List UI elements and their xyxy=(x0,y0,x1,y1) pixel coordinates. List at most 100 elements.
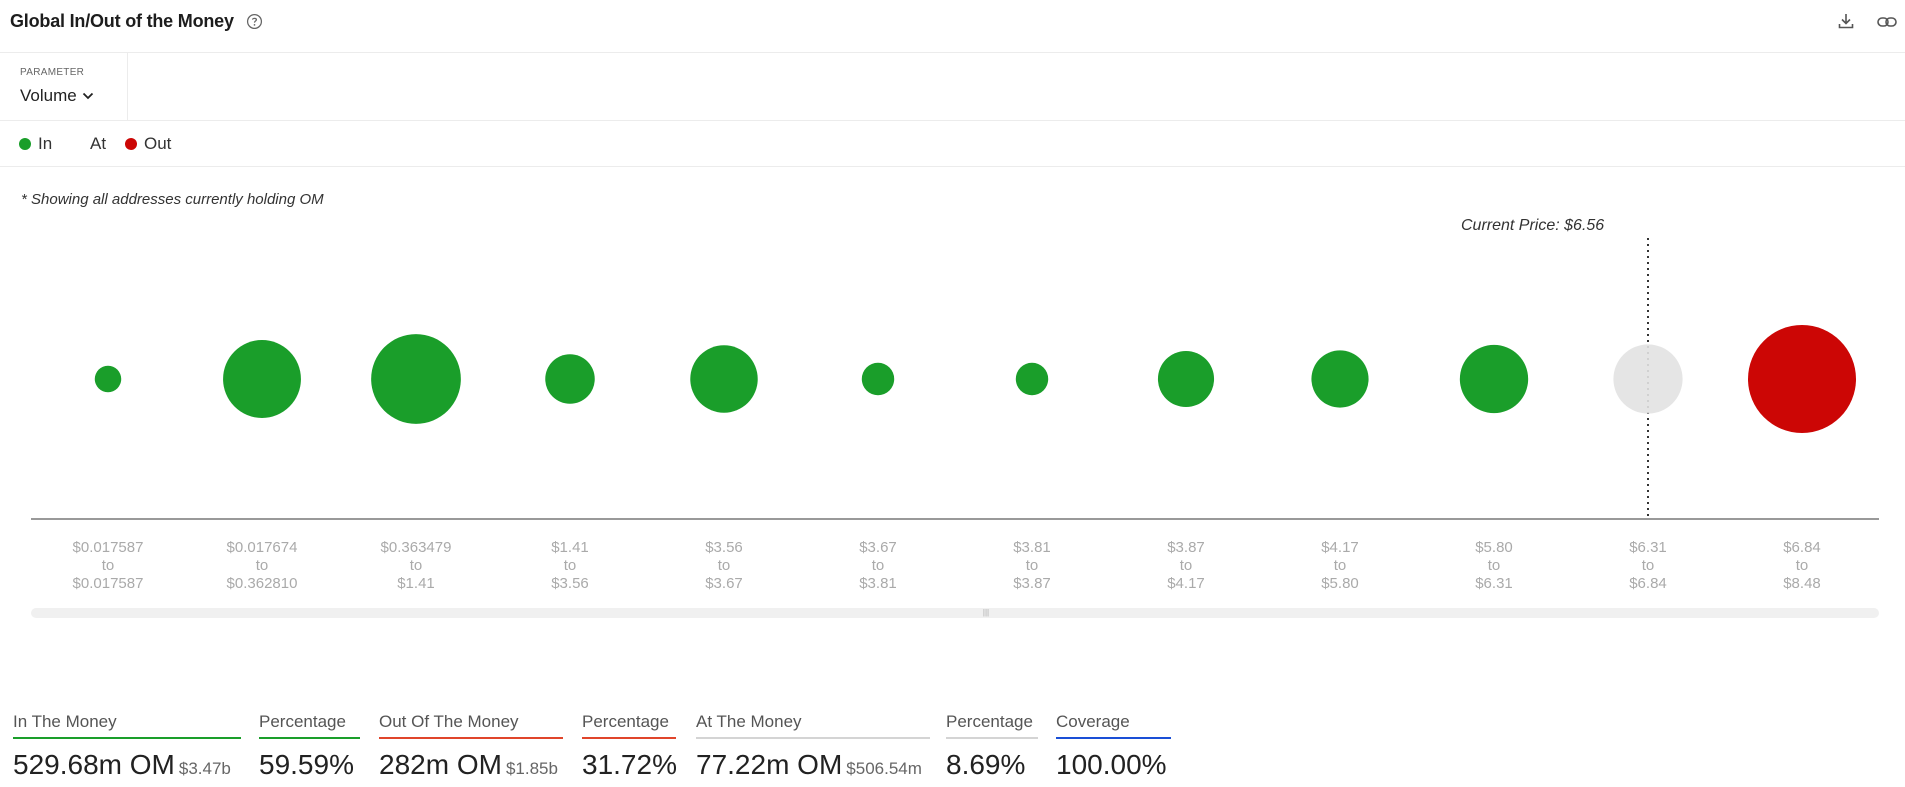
stat-at-percentage: Percentage 8.69% xyxy=(946,712,1038,781)
stat-in-percentage: Percentage 59.59% xyxy=(259,712,360,781)
legend-at-label: At xyxy=(90,134,107,153)
chart-scrollbar[interactable]: ||| xyxy=(31,608,1879,618)
range-label-11-2: $8.48 xyxy=(1783,575,1821,592)
stat-sub: $506.54m xyxy=(846,759,922,778)
stat-label: Percentage xyxy=(946,712,1038,739)
stat-out-percentage: Percentage 31.72% xyxy=(582,712,677,781)
range-label-0-1: to xyxy=(102,557,115,574)
range-label-3-0: $1.41 xyxy=(551,539,589,556)
stat-main: 282m OM xyxy=(379,749,502,780)
range-label-11-0: $6.84 xyxy=(1783,539,1821,556)
bubble-chart: $0.017587to$0.017587$0.017674to$0.362810… xyxy=(31,238,1879,592)
bubble-out-11[interactable] xyxy=(1748,325,1856,433)
stat-label: Percentage xyxy=(582,712,676,739)
legend-out-label: Out xyxy=(144,134,172,153)
stat-label: In The Money xyxy=(13,712,241,739)
bubble-in-5[interactable] xyxy=(861,362,895,396)
range-label-3-2: $3.56 xyxy=(551,575,589,592)
bubble-in-4[interactable] xyxy=(690,345,758,413)
stat-label: At The Money xyxy=(696,712,930,739)
bubble-in-0[interactable] xyxy=(94,365,122,393)
parameter-label: PARAMETER xyxy=(20,67,85,78)
stat-sub: $1.85b xyxy=(505,759,558,778)
range-label-9-2: $6.31 xyxy=(1475,575,1513,592)
range-label-1-0: $0.017674 xyxy=(227,539,298,556)
range-label-7-0: $3.87 xyxy=(1167,539,1205,556)
stat-main: 529.68m OM xyxy=(13,749,175,780)
stat-main: 77.22m OM xyxy=(696,749,843,780)
widget-header: Global In/Out of the Money xyxy=(0,0,1905,53)
bubble-at-10[interactable] xyxy=(1613,344,1683,414)
range-label-5-0: $3.67 xyxy=(859,539,897,556)
holders-note: * Showing all addresses currently holdin… xyxy=(21,191,324,208)
parameter-row: PARAMETER Volume xyxy=(0,53,1905,121)
range-label-2-0: $0.363479 xyxy=(381,539,452,556)
range-label-1-2: $0.362810 xyxy=(227,575,298,592)
range-label-9-0: $5.80 xyxy=(1475,539,1513,556)
range-label-7-2: $4.17 xyxy=(1167,575,1205,592)
range-label-10-2: $6.84 xyxy=(1629,575,1667,592)
bubble-in-1[interactable] xyxy=(223,340,301,418)
legend-item-out[interactable]: Out xyxy=(125,134,171,154)
stat-value: 77.22m OM $506.54m xyxy=(696,749,930,781)
range-label-10-0: $6.31 xyxy=(1629,539,1667,556)
range-label-4-2: $3.67 xyxy=(705,575,743,592)
range-label-11-1: to xyxy=(1796,557,1809,574)
range-label-8-1: to xyxy=(1334,557,1347,574)
download-icon[interactable] xyxy=(1836,11,1856,31)
stat-value: 31.72% xyxy=(582,749,677,780)
bubble-in-6[interactable] xyxy=(1015,362,1049,396)
stat-value: 529.68m OM $3.47b xyxy=(13,749,241,781)
range-label-8-2: $5.80 xyxy=(1321,575,1359,592)
range-label-10-1: to xyxy=(1642,557,1655,574)
stat-label: Percentage xyxy=(259,712,360,739)
bubble-in-3[interactable] xyxy=(545,354,595,404)
range-label-9-1: to xyxy=(1488,557,1501,574)
bubble-in-2[interactable] xyxy=(371,334,461,424)
stat-value: 100.00% xyxy=(1056,749,1167,780)
bubble-in-8[interactable] xyxy=(1311,350,1369,408)
stat-value: 282m OM $1.85b xyxy=(379,749,563,781)
range-label-0-2: $0.017587 xyxy=(73,575,144,592)
range-label-2-1: to xyxy=(410,557,423,574)
stat-label: Out Of The Money xyxy=(379,712,563,739)
range-label-4-1: to xyxy=(718,557,731,574)
range-label-0-0: $0.017587 xyxy=(73,539,144,556)
scrollbar-grip[interactable]: ||| xyxy=(982,608,990,617)
help-circle-icon[interactable] xyxy=(246,13,263,30)
range-label-4-0: $3.56 xyxy=(705,539,743,556)
parameter-dropdown[interactable]: Volume xyxy=(20,86,95,106)
current-price-label: Current Price: $6.56 xyxy=(1461,217,1605,234)
legend-in-dot xyxy=(19,138,31,150)
chevron-down-icon xyxy=(82,92,93,100)
range-label-6-1: to xyxy=(1026,557,1039,574)
range-label-3-1: to xyxy=(564,557,577,574)
legend-out-dot xyxy=(125,138,137,150)
stat-value: 8.69% xyxy=(946,749,1026,780)
legend-item-at[interactable]: At xyxy=(90,134,106,154)
range-label-6-0: $3.81 xyxy=(1013,539,1051,556)
stat-at-the-money: At The Money 77.22m OM $506.54m xyxy=(696,712,930,781)
range-label-8-0: $4.17 xyxy=(1321,539,1359,556)
page-title: Global In/Out of the Money xyxy=(10,11,234,31)
link-icon[interactable] xyxy=(1876,12,1898,32)
stat-coverage: Coverage 100.00% xyxy=(1056,712,1171,781)
range-label-5-2: $3.81 xyxy=(859,575,897,592)
parameter-selected: Volume xyxy=(20,86,77,105)
stat-label: Coverage xyxy=(1056,712,1171,739)
range-label-5-1: to xyxy=(872,557,885,574)
range-label-2-2: $1.41 xyxy=(397,575,435,592)
stat-out-of-the-money: Out Of The Money 282m OM $1.85b xyxy=(379,712,563,781)
stat-in-the-money: In The Money 529.68m OM $3.47b xyxy=(13,712,241,781)
stat-value: 59.59% xyxy=(259,749,354,780)
legend: In At Out xyxy=(0,121,1905,167)
range-label-1-1: to xyxy=(256,557,269,574)
bubble-in-9[interactable] xyxy=(1459,344,1529,414)
bubble-in-7[interactable] xyxy=(1157,350,1215,408)
stat-sub: $3.47b xyxy=(178,759,231,778)
legend-item-in[interactable]: In xyxy=(19,134,52,154)
range-label-6-2: $3.87 xyxy=(1013,575,1051,592)
range-label-7-1: to xyxy=(1180,557,1193,574)
parameter-box: PARAMETER Volume xyxy=(0,53,128,120)
legend-in-label: In xyxy=(38,134,53,153)
